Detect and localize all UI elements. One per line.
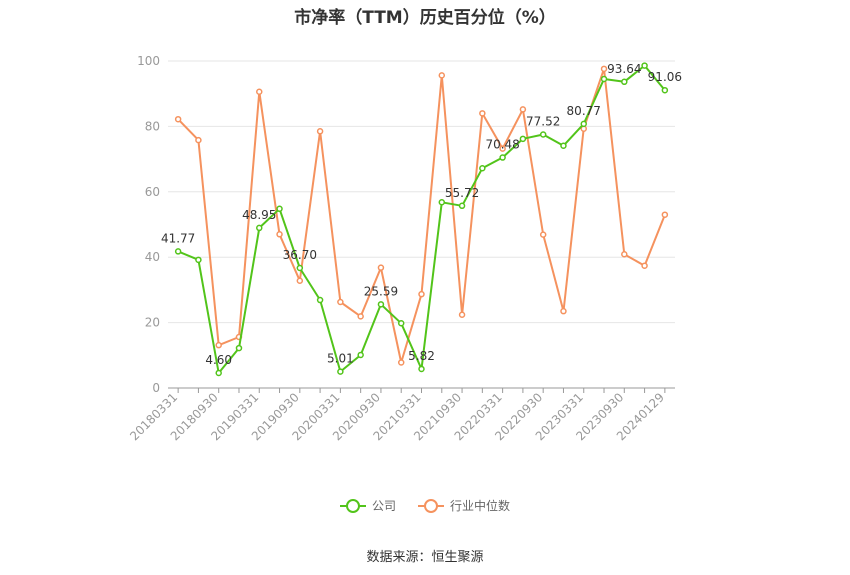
data-point-company bbox=[539, 131, 547, 138]
data-label: 4.60 bbox=[205, 353, 232, 367]
data-point-company bbox=[661, 86, 669, 94]
data-point-industry bbox=[539, 231, 547, 238]
data-point-company bbox=[479, 165, 486, 172]
data-point-company bbox=[519, 135, 527, 143]
legend-label-industry: 行业中位数 bbox=[450, 499, 511, 513]
data-point-industry bbox=[256, 88, 263, 95]
legend-swatch-company bbox=[339, 498, 366, 513]
y-tick-label: 80 bbox=[145, 119, 160, 133]
data-point-industry bbox=[174, 115, 182, 123]
data-point-industry bbox=[600, 65, 608, 73]
data-point-industry bbox=[438, 72, 446, 79]
y-tick-label: 20 bbox=[145, 316, 160, 330]
data-point-company bbox=[458, 202, 466, 210]
data-point-company bbox=[397, 320, 405, 327]
data-point-company bbox=[580, 120, 587, 128]
data-point-industry bbox=[357, 313, 364, 320]
data-label: 25.59 bbox=[364, 284, 398, 298]
data-point-company bbox=[276, 205, 283, 213]
data-point-company bbox=[600, 75, 608, 83]
data-label: 48.95 bbox=[242, 208, 276, 222]
data-label: 55.72 bbox=[445, 186, 479, 200]
y-tick-label: 40 bbox=[145, 250, 160, 264]
data-point-company bbox=[499, 154, 506, 161]
data-point-company bbox=[256, 224, 263, 232]
chart-title: 市净率（TTM）历史百分位（%） bbox=[294, 8, 556, 28]
data-point-industry bbox=[418, 290, 425, 298]
data-point-industry bbox=[377, 264, 385, 271]
data-label: 91.06 bbox=[648, 70, 682, 84]
y-tick-label: 60 bbox=[145, 185, 160, 199]
data-point-industry bbox=[215, 341, 222, 349]
data-point-company bbox=[438, 199, 446, 206]
data-point-company bbox=[641, 62, 648, 69]
data-point-industry bbox=[519, 106, 527, 113]
data-point-industry bbox=[479, 110, 486, 117]
data-point-industry bbox=[641, 262, 648, 269]
data-point-industry bbox=[316, 128, 324, 135]
legend-swatch-industry bbox=[418, 498, 444, 513]
data-point-industry bbox=[397, 359, 405, 366]
data-point-company bbox=[357, 351, 364, 359]
data-point-industry bbox=[458, 311, 466, 319]
data-point-company bbox=[418, 365, 425, 373]
data-label: 80.77 bbox=[567, 104, 601, 118]
data-point-industry bbox=[621, 251, 628, 258]
data-point-company bbox=[235, 344, 243, 352]
data-point-company bbox=[174, 248, 182, 255]
data-point-industry bbox=[661, 211, 669, 218]
data-point-company bbox=[195, 256, 202, 264]
data-point-industry bbox=[276, 231, 283, 238]
legend-label-company: 公司 bbox=[371, 499, 396, 513]
data-point-company bbox=[296, 264, 304, 272]
data-label: 93.64 bbox=[607, 62, 641, 76]
data-label: 5.01 bbox=[327, 352, 354, 366]
data-label: 5.82 bbox=[408, 349, 435, 363]
data-label: 41.77 bbox=[161, 231, 195, 245]
chart-legend: 公司 行业中位数 bbox=[0, 497, 850, 514]
data-point-company bbox=[215, 369, 222, 377]
y-tick-label: 0 bbox=[152, 381, 160, 395]
data-label: 77.52 bbox=[526, 115, 560, 129]
data-point-company bbox=[560, 142, 567, 149]
data-point-company bbox=[377, 301, 385, 308]
legend-item-company[interactable]: 公司 bbox=[339, 497, 396, 514]
data-point-company bbox=[337, 368, 344, 375]
data-point-industry bbox=[296, 277, 304, 284]
data-label: 70.48 bbox=[485, 138, 519, 152]
data-point-company bbox=[316, 296, 324, 304]
y-tick-label: 100 bbox=[137, 54, 160, 68]
data-source: 数据来源：恒生聚源 bbox=[366, 550, 484, 565]
data-point-industry bbox=[195, 136, 202, 144]
data-point-industry bbox=[560, 307, 567, 315]
data-label: 36.70 bbox=[283, 248, 317, 262]
data-point-industry bbox=[337, 298, 344, 306]
data-point-company bbox=[621, 78, 628, 86]
data-point-industry bbox=[499, 145, 506, 152]
legend-item-industry[interactable]: 行业中位数 bbox=[418, 497, 510, 514]
